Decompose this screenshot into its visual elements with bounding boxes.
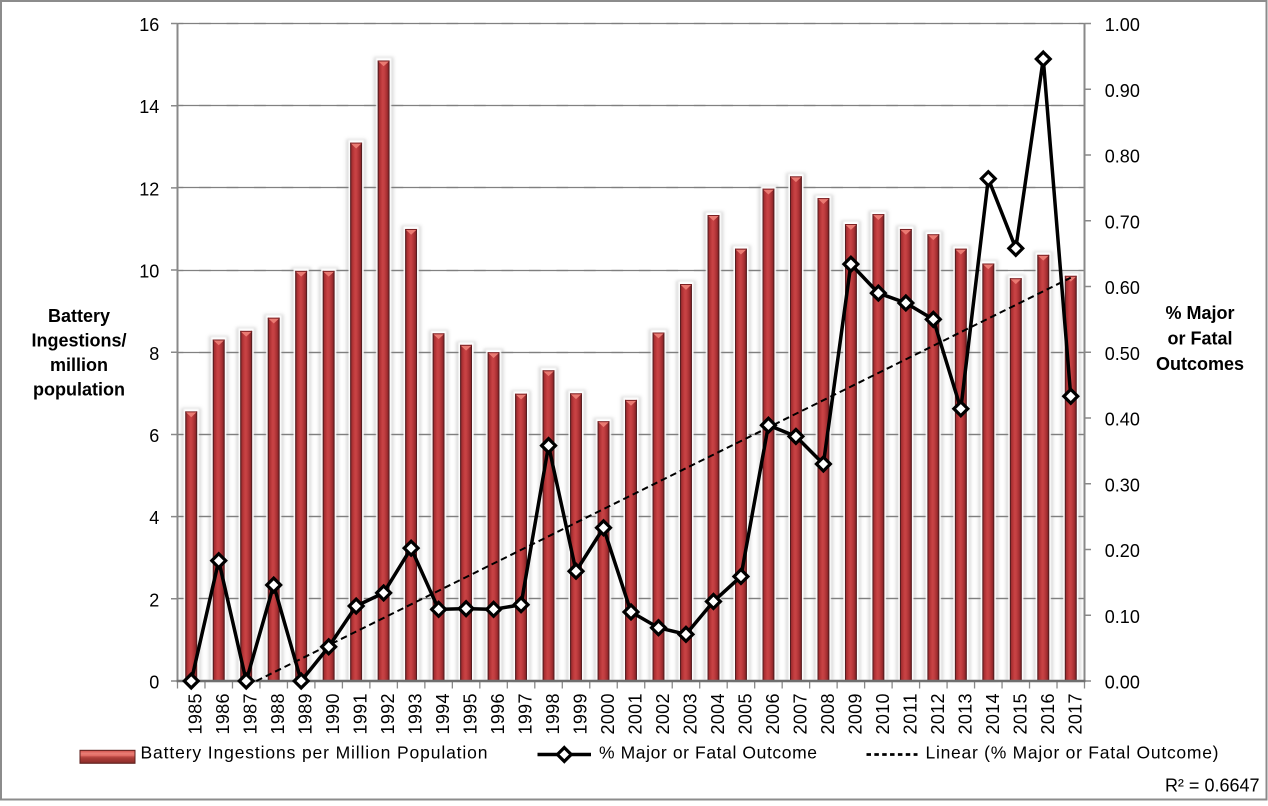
svg-text:0: 0 xyxy=(149,673,159,693)
svg-text:1993: 1993 xyxy=(406,694,426,735)
svg-text:2013: 2013 xyxy=(955,694,975,735)
svg-text:1992: 1992 xyxy=(378,694,398,735)
svg-text:1988: 1988 xyxy=(268,694,288,735)
svg-text:1991: 1991 xyxy=(351,694,371,735)
svg-text:0.50: 0.50 xyxy=(1105,344,1140,364)
svg-text:1996: 1996 xyxy=(488,694,508,735)
svg-text:2007: 2007 xyxy=(790,694,810,735)
svg-text:0.20: 0.20 xyxy=(1105,541,1140,561)
svg-text:2006: 2006 xyxy=(763,694,783,735)
svg-text:0.70: 0.70 xyxy=(1105,212,1140,232)
svg-text:1995: 1995 xyxy=(461,694,481,735)
svg-text:1.00: 1.00 xyxy=(1105,15,1140,35)
svg-text:12: 12 xyxy=(139,179,159,199)
svg-text:2011: 2011 xyxy=(900,694,920,735)
svg-text:2017: 2017 xyxy=(1065,694,1085,735)
svg-text:2002: 2002 xyxy=(653,694,673,735)
svg-text:1985: 1985 xyxy=(186,694,206,735)
svg-text:1987: 1987 xyxy=(241,694,261,735)
svg-text:Linear (% Major or Fatal Outco: Linear (% Major or Fatal Outcome) xyxy=(926,743,1219,763)
svg-text:1999: 1999 xyxy=(571,694,591,735)
svg-text:10: 10 xyxy=(139,262,159,282)
svg-text:2014: 2014 xyxy=(983,694,1003,735)
svg-text:0.80: 0.80 xyxy=(1105,147,1140,167)
svg-text:14: 14 xyxy=(139,97,159,117)
svg-text:1998: 1998 xyxy=(543,694,563,735)
svg-text:2016: 2016 xyxy=(1038,694,1058,735)
svg-text:0.40: 0.40 xyxy=(1105,410,1140,430)
svg-text:2009: 2009 xyxy=(845,694,865,735)
svg-text:2005: 2005 xyxy=(735,694,755,735)
svg-text:0.60: 0.60 xyxy=(1105,278,1140,298)
svg-text:1990: 1990 xyxy=(323,694,343,735)
svg-text:4: 4 xyxy=(149,508,159,528)
svg-text:1997: 1997 xyxy=(516,694,536,735)
svg-text:1994: 1994 xyxy=(433,694,453,735)
svg-text:2000: 2000 xyxy=(598,694,618,735)
svg-text:6: 6 xyxy=(149,426,159,446)
svg-text:0.90: 0.90 xyxy=(1105,81,1140,101)
svg-text:2003: 2003 xyxy=(680,694,700,735)
svg-text:R² = 0.6647: R² = 0.6647 xyxy=(1165,776,1260,796)
svg-text:2010: 2010 xyxy=(873,694,893,735)
svg-text:2001: 2001 xyxy=(626,694,646,735)
svg-text:16: 16 xyxy=(139,15,159,35)
svg-text:0.10: 0.10 xyxy=(1105,607,1140,627)
svg-text:1986: 1986 xyxy=(213,694,233,735)
svg-text:2012: 2012 xyxy=(928,694,948,735)
svg-text:Battery Ingestions per Million: Battery Ingestions per Million Populatio… xyxy=(141,743,488,763)
svg-text:0.00: 0.00 xyxy=(1105,673,1140,693)
svg-text:2015: 2015 xyxy=(1010,694,1030,735)
svg-text:2: 2 xyxy=(149,590,159,610)
svg-text:2004: 2004 xyxy=(708,694,728,735)
svg-text:1989: 1989 xyxy=(296,694,316,735)
svg-text:2008: 2008 xyxy=(818,694,838,735)
svg-text:% Major or Fatal Outcome: % Major or Fatal Outcome xyxy=(599,743,817,763)
svg-text:0.30: 0.30 xyxy=(1105,475,1140,495)
svg-text:8: 8 xyxy=(149,344,159,364)
